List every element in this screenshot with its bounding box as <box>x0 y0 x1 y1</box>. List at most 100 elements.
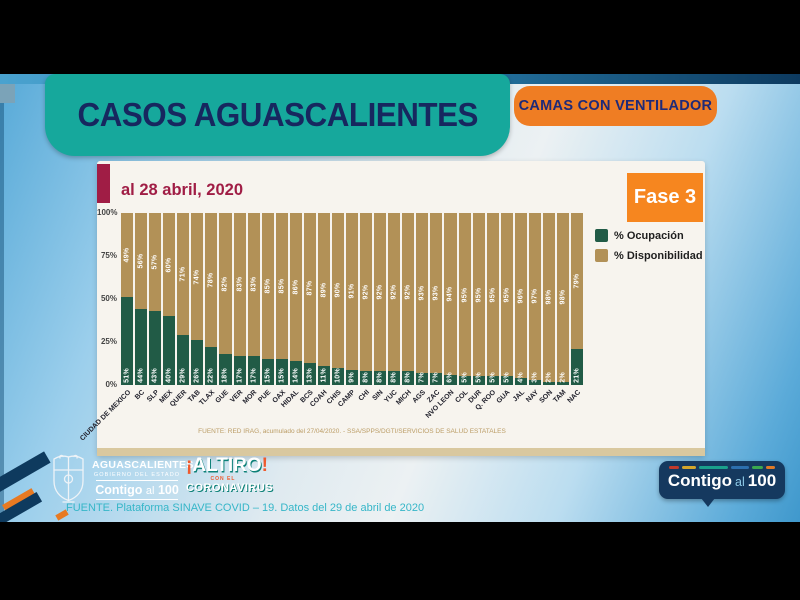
bar-ciudad-de-mexico: 49% 51% CIUDAD DE MEXICO <box>79 213 134 442</box>
altiro-title: ¡ALTIRO! <box>186 455 268 476</box>
x-axis-label: TAM <box>552 389 568 405</box>
gov-rule-top <box>96 480 178 481</box>
x-axis-label: COL <box>454 389 470 405</box>
ventilator-banner: CAMAS CON VENTILADOR <box>514 86 717 126</box>
legend-row-availability: % Disponibilidad <box>595 249 703 262</box>
availability-value-label: 57% <box>151 254 159 270</box>
availability-segment: 86% <box>289 213 302 361</box>
occupation-segment <box>486 376 499 385</box>
availability-value-label: 74% <box>193 269 201 285</box>
occupation-value-label: 14% <box>292 368 300 383</box>
occupation-value-label: 8% <box>376 372 384 383</box>
occupation-segment <box>430 372 443 385</box>
x-axis-label: BC <box>133 389 147 402</box>
occupation-value-label: 9% <box>348 372 356 383</box>
bar-pue: 85% 15% PUE <box>257 213 274 404</box>
occupation-segment <box>388 371 401 385</box>
x-axis-label: TLAX <box>198 389 217 407</box>
altiro-open-mark: ¡ <box>186 455 193 476</box>
availability-segment: 95% <box>486 213 499 377</box>
occupation-segment <box>528 379 541 385</box>
bar-hidal: 86% 14% HIDAL <box>281 213 302 409</box>
title-banner: CASOS AGUASCALIENTES <box>45 74 510 156</box>
availability-segment: 92% <box>402 213 415 372</box>
availability-value-label: 82% <box>221 276 229 291</box>
occupation-swatch-icon <box>595 229 608 242</box>
badge-word-contigo: Contigo <box>667 471 733 490</box>
altiro-close-mark: ! <box>261 455 268 476</box>
coat-of-arms-icon <box>53 454 84 503</box>
bar-gue: 82% 18% GUE <box>215 213 232 405</box>
occupation-segment <box>177 335 190 385</box>
availability-value-label: 95% <box>461 287 469 303</box>
availability-segment: 82% <box>219 213 232 355</box>
availability-segment: 89% <box>317 213 330 367</box>
altiro-subtitle: CORONAVIRUS <box>186 482 274 494</box>
gov-rule-bottom <box>96 499 178 500</box>
availability-segment: 95% <box>472 213 485 377</box>
x-axis-label: GUE <box>214 389 231 405</box>
occupation-value-label: 7% <box>418 372 426 383</box>
legend-row-occupation: % Ocupación <box>595 229 703 242</box>
availability-value-label: 87% <box>306 280 314 296</box>
occupation-value-label: 8% <box>390 372 398 383</box>
altiro-middle: CON EL <box>210 476 236 482</box>
date-accent-bar <box>97 164 110 203</box>
availability-segment: 49% <box>121 213 134 298</box>
availability-segment: 97% <box>528 213 541 380</box>
footer-source: FUENTE. Plataforma SINAVE COVID – 19. Da… <box>66 502 425 514</box>
occupation-segment <box>416 372 429 385</box>
availability-value-label: 85% <box>278 278 286 294</box>
gov-subtitle: GOBIERNO DEL ESTADO <box>93 472 181 478</box>
phase-badge-label: Fase 3 <box>633 186 697 208</box>
occupation-segment <box>191 340 204 385</box>
availability-value-label: 89% <box>320 282 328 297</box>
occupation-value-label: 29% <box>179 368 187 383</box>
availability-value-label: 93% <box>418 285 426 301</box>
availability-segment: 87% <box>303 213 316 363</box>
x-axis-label: CHI <box>357 389 372 403</box>
bar-tab: 74% 26% TAB <box>188 213 204 404</box>
altiro-logo: ¡ALTIRO! CON EL CORONAVIRUS <box>186 455 274 494</box>
gov-slogan-num: 100 <box>157 483 179 497</box>
occupation-segment <box>135 309 148 385</box>
occupation-segment <box>303 362 316 385</box>
left-edge-shade <box>0 84 4 522</box>
occupation-value-label: 8% <box>362 372 370 383</box>
bar-yuc: 92% 8% YUC <box>384 213 401 404</box>
bar-bcs: 87% 13% BCS <box>299 213 316 404</box>
occupation-segment <box>556 381 569 385</box>
chart-source: FUENTE: RED IRAG, acumulado del 27/04/20… <box>198 428 506 435</box>
page-title: CASOS AGUASCALIENTES <box>77 96 478 133</box>
availability-value-label: 79% <box>573 273 581 289</box>
bar-jal: 96% 4% JAL <box>511 213 527 403</box>
occupation-segment <box>219 354 232 385</box>
bar-oax: 85% 15% OAX <box>271 213 288 405</box>
occupation-segment <box>346 369 359 385</box>
bar-col: 95% 5% COL <box>454 213 471 404</box>
availability-value-label: 71% <box>179 266 187 282</box>
badge-dash <box>730 466 750 469</box>
bar-chis: 90% 10% CHIS <box>326 213 344 406</box>
occupation-value-label: 11% <box>320 368 328 383</box>
availability-value-label: 95% <box>489 287 497 303</box>
bar-dur: 95% 5% DUR <box>468 213 485 405</box>
occupation-segment <box>571 348 584 385</box>
y-axis-tick: 25% <box>100 337 117 346</box>
availability-segment: 93% <box>416 213 429 373</box>
gov-slogan: Contigo al 100 <box>92 483 182 497</box>
badge-tail <box>701 498 715 507</box>
availability-segment: 85% <box>275 213 288 360</box>
bar-slp: 57% 43% SLP <box>146 213 162 404</box>
occupation-value-label: 51% <box>123 368 131 383</box>
contigo-badge: Contigo al 100 <box>659 461 785 507</box>
availability-segment: 56% <box>135 213 148 310</box>
occupation-segment <box>261 359 274 385</box>
occupation-value-label: 2% <box>545 372 553 383</box>
availability-segment: 91% <box>346 213 359 370</box>
occupation-segment <box>514 378 527 385</box>
availability-segment: 92% <box>374 213 387 372</box>
occupation-value-label: 3% <box>531 372 539 383</box>
availability-value-label: 60% <box>165 257 173 273</box>
availability-value-label: 98% <box>545 289 553 305</box>
